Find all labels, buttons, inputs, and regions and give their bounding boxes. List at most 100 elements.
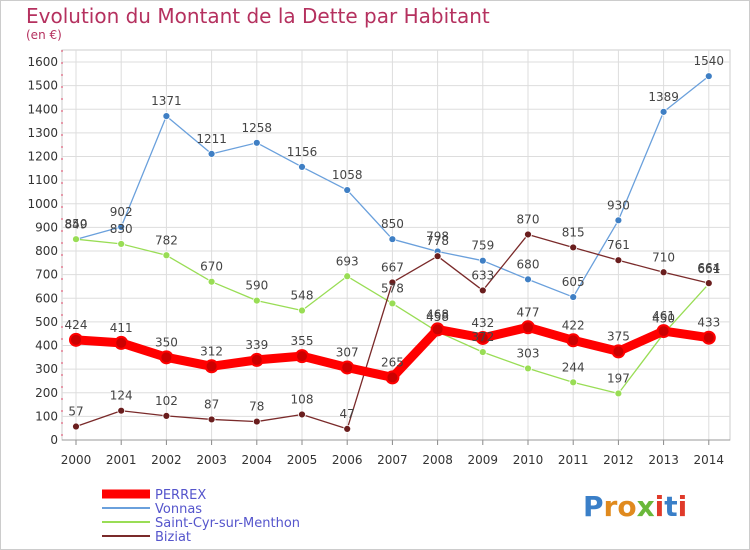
data-point: [72, 235, 80, 244]
data-point: [252, 296, 261, 305]
data-label: 355: [291, 334, 314, 348]
data-label: 1371: [151, 94, 182, 108]
y-tick-label: 200: [35, 386, 58, 400]
x-tick-label: 2009: [468, 453, 499, 467]
data-label: 197: [607, 371, 630, 385]
data-label: 312: [200, 344, 223, 358]
chart-subtitle: (en €): [26, 28, 62, 42]
data-label: 830: [110, 222, 133, 236]
data-label: 850: [65, 217, 88, 231]
data-point: [298, 162, 306, 171]
data-label: 548: [291, 289, 314, 303]
data-label: 693: [336, 254, 359, 268]
data-point: [69, 332, 83, 347]
data-point: [72, 422, 80, 431]
data-point: [659, 107, 668, 116]
data-label: 372: [471, 330, 494, 344]
data-label: 1389: [648, 90, 679, 104]
data-point: [433, 252, 442, 261]
y-tick-label: 1300: [27, 126, 58, 140]
data-label: 87: [204, 397, 219, 411]
data-point: [566, 333, 581, 348]
data-label: 590: [245, 279, 268, 293]
data-label: 633: [471, 268, 494, 282]
data-label: 450: [652, 312, 675, 326]
x-tick-label: 2005: [287, 453, 318, 467]
logo-letter: P: [583, 490, 604, 523]
legend-label: Vonnas: [155, 502, 202, 517]
proxiti-logo: Proxiti: [583, 490, 687, 523]
y-tick-label: 900: [35, 220, 58, 234]
data-point: [475, 330, 490, 345]
y-tick-label: 600: [35, 291, 58, 305]
x-tick-label: 2004: [242, 453, 273, 467]
logo-letter: r: [604, 490, 618, 523]
data-label: 902: [110, 205, 133, 219]
data-point: [614, 389, 623, 398]
data-label: 458: [426, 310, 449, 324]
data-point: [656, 324, 671, 339]
data-label: 102: [155, 394, 178, 408]
data-point: [343, 424, 352, 433]
data-label: 680: [517, 257, 540, 271]
data-label: 815: [562, 225, 585, 239]
data-point: [117, 223, 126, 231]
data-point: [614, 256, 623, 265]
data-label: 661: [697, 262, 720, 276]
data-point: [388, 235, 397, 244]
data-label: 782: [155, 233, 178, 247]
legend-label: PERREX: [155, 488, 206, 503]
y-tick-label: 1500: [27, 79, 58, 93]
data-point: [249, 352, 264, 367]
x-tick-label: 2001: [106, 453, 137, 467]
x-tick-label: 2007: [377, 453, 408, 467]
y-tick-label: 300: [35, 362, 58, 376]
data-point: [524, 364, 532, 373]
data-point: [524, 230, 532, 239]
logo-letter: i: [655, 490, 665, 523]
y-tick-label: 1200: [27, 150, 58, 164]
data-label: 1211: [196, 132, 227, 146]
y-tick-label: 800: [35, 244, 58, 258]
x-tick-label: 2006: [332, 453, 363, 467]
data-label: 244: [562, 360, 585, 374]
data-point: [162, 412, 171, 420]
data-label: 375: [607, 329, 630, 343]
y-tick-label: 0: [50, 433, 58, 447]
data-label: 710: [652, 250, 675, 264]
data-point: [252, 138, 261, 147]
logo-letter: o: [617, 490, 636, 523]
data-point: [478, 286, 487, 295]
data-point: [117, 240, 126, 248]
y-tick-label: 700: [35, 268, 58, 282]
x-tick-label: 2002: [151, 453, 182, 467]
x-tick-label: 2010: [513, 453, 544, 467]
data-point: [704, 72, 713, 81]
data-point: [298, 306, 306, 315]
data-point: [159, 350, 174, 365]
data-point: [569, 293, 578, 301]
x-tick-label: 2013: [648, 453, 679, 467]
y-tick-label: 500: [35, 315, 58, 329]
logo-letter: x: [637, 490, 655, 523]
legend-label: Biziat: [155, 530, 191, 545]
data-point: [207, 415, 216, 424]
logo-letter: i: [678, 490, 688, 523]
data-label: 1156: [287, 145, 318, 159]
data-point: [521, 320, 535, 335]
data-point: [659, 268, 668, 277]
data-point: [704, 279, 713, 288]
data-point: [207, 150, 216, 158]
data-label: 1058: [332, 168, 363, 182]
data-point: [298, 410, 306, 419]
data-point: [478, 256, 487, 265]
data-label: 411: [110, 321, 133, 335]
legend-label: Saint-Cyr-sur-Menthon: [155, 516, 300, 531]
y-tick-label: 1400: [27, 102, 58, 116]
data-point: [430, 322, 445, 337]
chart-title: Evolution du Montant de la Dette par Hab…: [26, 4, 490, 28]
data-point: [204, 359, 219, 374]
data-label: 422: [562, 318, 585, 332]
y-tick-label: 1600: [27, 55, 58, 69]
